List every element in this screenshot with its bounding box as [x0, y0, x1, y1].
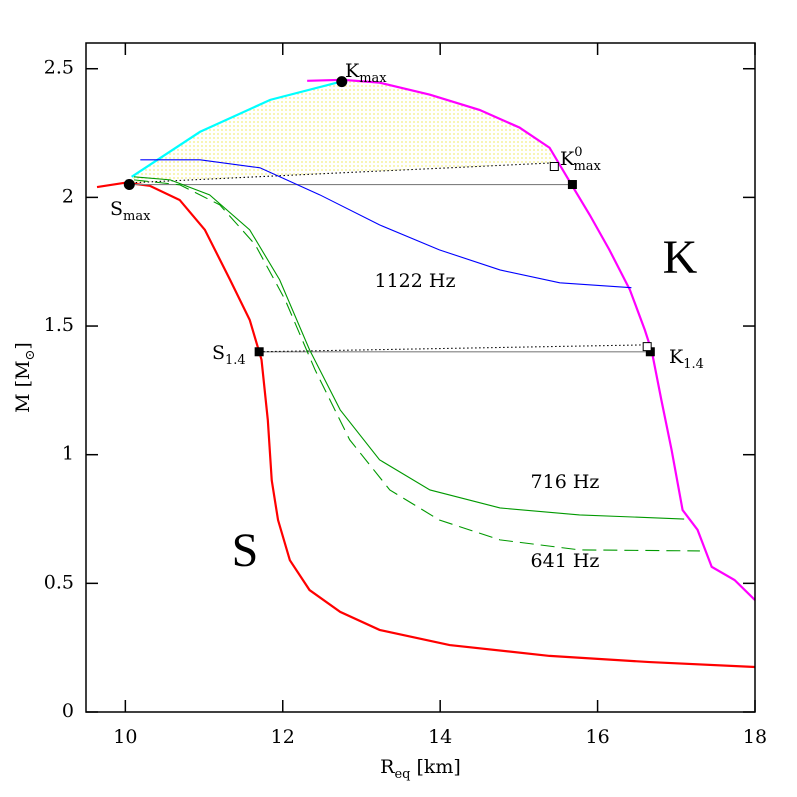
- label-text: K: [345, 60, 360, 82]
- label-sub: max: [123, 209, 151, 224]
- point-marker: [254, 347, 264, 357]
- series-line: [133, 179, 700, 552]
- label-text: R: [380, 756, 395, 778]
- point-label: K1.4: [669, 346, 704, 372]
- label-after: [km]: [410, 756, 460, 778]
- y-tick-label: 0: [62, 700, 74, 722]
- y-axis-label: M [M⊙]: [12, 342, 38, 413]
- series-label: 641 Hz: [531, 550, 600, 572]
- series-label: 716 Hz: [531, 471, 600, 493]
- y-tick-label: 0.5: [44, 571, 74, 593]
- label-sub: ⊙: [23, 350, 38, 361]
- label-sub: 1.4: [225, 353, 246, 368]
- label-text: S: [110, 198, 123, 220]
- y-tick-label: 2: [62, 185, 74, 207]
- point-label: Smax: [110, 198, 151, 224]
- label-text: S: [212, 342, 225, 364]
- point-marker: [336, 76, 348, 88]
- series-label: 1122 Hz: [375, 270, 456, 292]
- label-text: M [M: [12, 360, 34, 412]
- series-line: [131, 162, 553, 184]
- point-label: Kmax: [345, 60, 387, 86]
- label-text: K: [560, 148, 575, 170]
- point-marker: [567, 180, 577, 190]
- point-marker: [549, 162, 559, 172]
- label-sub: eq: [394, 767, 410, 782]
- x-tick-label: 18: [743, 726, 767, 748]
- series-line: [307, 78, 756, 601]
- point-label: S1.4: [212, 342, 246, 368]
- label-sub: max: [573, 159, 601, 174]
- x-tick-label: 14: [428, 726, 452, 748]
- series-line: [131, 80, 341, 178]
- label-sub: 1.4: [683, 357, 704, 372]
- label-text: K: [669, 346, 684, 368]
- x-tick-label: 12: [271, 726, 295, 748]
- series-line: [96, 181, 756, 669]
- series-label: K: [663, 231, 698, 284]
- plot-frame: [85, 42, 756, 713]
- point-label: K0 max: [560, 145, 602, 174]
- series-line: [259, 344, 650, 353]
- x-axis-label: Req [km]: [380, 756, 461, 782]
- label-after: ]: [12, 342, 34, 349]
- label-sub: max: [359, 71, 387, 86]
- y-tick-label: 1.5: [44, 314, 74, 336]
- y-tick-label: 1: [62, 443, 74, 465]
- series-label: S: [232, 524, 259, 577]
- series-line: [140, 159, 632, 289]
- series-line: [133, 176, 685, 520]
- point-marker: [642, 342, 652, 352]
- x-tick-label: 16: [585, 726, 609, 748]
- point-marker: [123, 179, 135, 191]
- label-sup: 0: [574, 145, 582, 160]
- shaded-region: [131, 79, 553, 183]
- y-tick-label: 2.5: [44, 57, 74, 79]
- x-tick-label: 10: [113, 726, 137, 748]
